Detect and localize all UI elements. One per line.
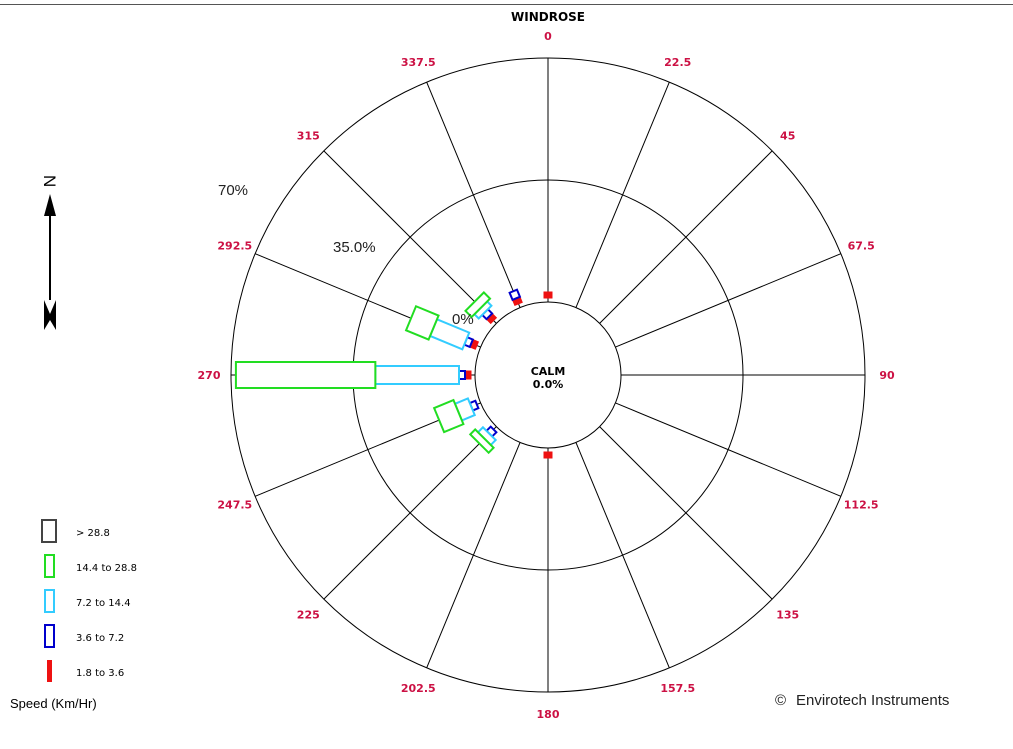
calm-value: 0.0% (533, 378, 564, 391)
direction-label-292.5: 292.5 (217, 239, 252, 252)
direction-label-112.5: 112.5 (844, 499, 879, 512)
direction-label-270: 270 (198, 369, 221, 382)
bar-270-bin3 (234, 361, 377, 389)
north-arrow-icon: N (40, 175, 59, 330)
calm-circle (474, 301, 622, 449)
bar-247.5-bin3 (432, 398, 465, 434)
direction-label-45: 45 (780, 129, 795, 142)
ring-label-35: 35.0% (333, 239, 376, 256)
direction-label-135: 135 (776, 609, 799, 622)
legend-label-0: > 28.8 (76, 528, 110, 539)
bar-337.5-bin1 (508, 288, 522, 302)
copyright-text: Envirotech Instruments (796, 692, 949, 709)
bar-225-bin3 (468, 428, 495, 455)
ring-70 (230, 57, 866, 693)
legend-swatch-1 (44, 554, 55, 578)
bar-180-bin0 (543, 451, 553, 459)
direction-label-90: 90 (879, 369, 895, 382)
direction-label-157.5: 157.5 (660, 682, 695, 695)
direction-label-225: 225 (297, 609, 320, 622)
bar-315-bin3 (464, 291, 492, 319)
direction-label-0: 0 (544, 30, 552, 43)
bar-270-bin2 (374, 365, 460, 385)
direction-label-180: 180 (537, 708, 560, 721)
calm-label: CALM (531, 365, 566, 378)
bar-292.5-bin3 (404, 304, 440, 341)
direction-label-247.5: 247.5 (217, 499, 252, 512)
legend-swatch-4 (47, 660, 52, 682)
ring-label-0: 0% (452, 311, 474, 328)
legend-swatch-3 (44, 624, 55, 648)
legend-label-4: 1.8 to 3.6 (76, 668, 124, 679)
legend-label-2: 7.2 to 14.4 (76, 598, 131, 609)
chart-title: WINDROSE (511, 10, 585, 24)
copyright-symbol: © (775, 692, 786, 709)
direction-label-22.5: 22.5 (664, 56, 691, 69)
direction-label-67.5: 67.5 (848, 239, 875, 252)
ring-label-70: 70% (218, 182, 248, 199)
top-border (0, 4, 1013, 5)
legend-swatch-0 (41, 519, 57, 543)
north-label: N (40, 175, 59, 187)
direction-label-337.5: 337.5 (401, 56, 436, 69)
direction-label-202.5: 202.5 (401, 682, 436, 695)
speed-legend: > 28.8 14.4 to 28.8 7.2 to 14.4 3.6 to 7.2 1… (41, 519, 137, 682)
speed-unit-label: Speed (Km/Hr) (10, 696, 97, 711)
direction-label-315: 315 (297, 129, 320, 142)
legend-swatch-2 (44, 589, 55, 613)
legend-label-3: 3.6 to 7.2 (76, 633, 124, 644)
legend-label-1: 14.4 to 28.8 (76, 563, 137, 574)
bar-0-bin0 (543, 291, 553, 299)
